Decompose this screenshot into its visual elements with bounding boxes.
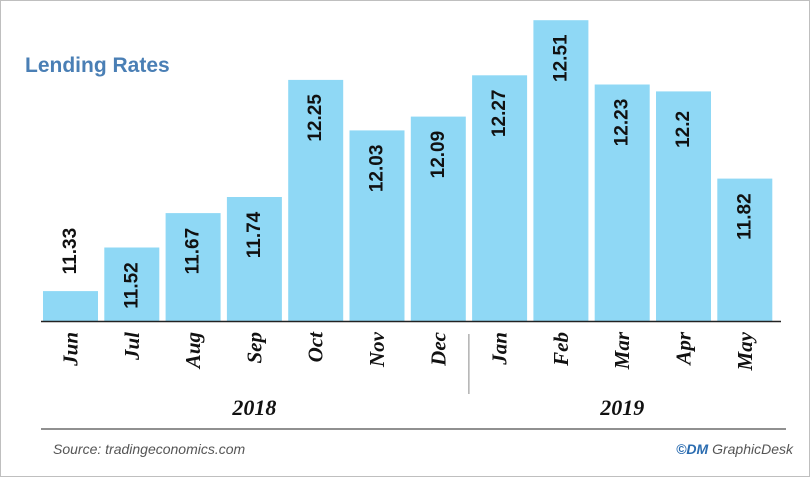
year-labels-group: 2018 2019 bbox=[231, 395, 644, 420]
bar-feb bbox=[533, 20, 589, 321]
bar-nov bbox=[349, 130, 405, 321]
month-label-aug: Aug bbox=[181, 332, 205, 370]
value-label-feb: 12.51 bbox=[550, 34, 571, 82]
value-label-dec: 12.09 bbox=[428, 131, 449, 179]
month-label-jul: Jul bbox=[120, 332, 144, 361]
value-label-oct: 12.25 bbox=[305, 94, 326, 142]
bar-oct bbox=[288, 79, 344, 322]
value-label-jul: 11.52 bbox=[121, 262, 142, 309]
month-label-may: May bbox=[733, 331, 757, 371]
month-label-jan: Jan bbox=[488, 332, 512, 366]
month-label-mar: Mar bbox=[610, 331, 634, 370]
year-label-2018: 2018 bbox=[231, 395, 276, 420]
value-label-mar: 12.23 bbox=[612, 99, 633, 147]
chart-title: Lending Rates bbox=[25, 54, 170, 77]
bar-mar bbox=[594, 84, 650, 321]
bar-apr bbox=[656, 91, 711, 322]
value-label-nov: 12.03 bbox=[367, 145, 388, 193]
credit-text: ©DM GraphicDesk bbox=[676, 441, 794, 457]
bar-jan bbox=[472, 75, 528, 321]
source-text: Source: tradingeconomics.com bbox=[53, 441, 246, 457]
month-label-nov: Nov bbox=[365, 331, 389, 368]
month-labels-group: Jun Jul Aug Sep Oct Nov Dec Jan Feb Mar Apr May bbox=[59, 331, 757, 372]
value-label-jan: 12.27 bbox=[489, 90, 510, 138]
month-label-oct: Oct bbox=[304, 331, 328, 362]
value-label-may: 11.82 bbox=[734, 193, 755, 240]
value-label-aug: 11.67 bbox=[183, 228, 204, 275]
value-label-sep: 11.74 bbox=[244, 211, 265, 258]
month-label-sep: Sep bbox=[242, 332, 266, 364]
value-label-jun: 11.33 bbox=[60, 228, 81, 275]
bar-jul bbox=[104, 247, 160, 321]
month-label-feb: Feb bbox=[549, 332, 573, 367]
bar-aug bbox=[165, 213, 221, 321]
value-labels-group: 11.33 11.52 11.67 11.74 12.25 12.03 12.09 12.27… bbox=[60, 34, 755, 309]
month-label-dec: Dec bbox=[426, 331, 450, 366]
credit-brand: GraphicDesk bbox=[712, 441, 794, 457]
year-label-2019: 2019 bbox=[599, 395, 644, 420]
value-label-apr: 12.2 bbox=[673, 111, 694, 148]
bar-jun bbox=[43, 291, 98, 321]
bars-group bbox=[43, 20, 773, 322]
credit-prefix: ©DM bbox=[676, 441, 712, 457]
bar-sep bbox=[226, 197, 282, 321]
bar-dec bbox=[410, 116, 466, 321]
bar-may bbox=[717, 178, 773, 321]
month-label-jun: Jun bbox=[59, 332, 83, 367]
month-label-apr: Apr bbox=[672, 331, 696, 367]
